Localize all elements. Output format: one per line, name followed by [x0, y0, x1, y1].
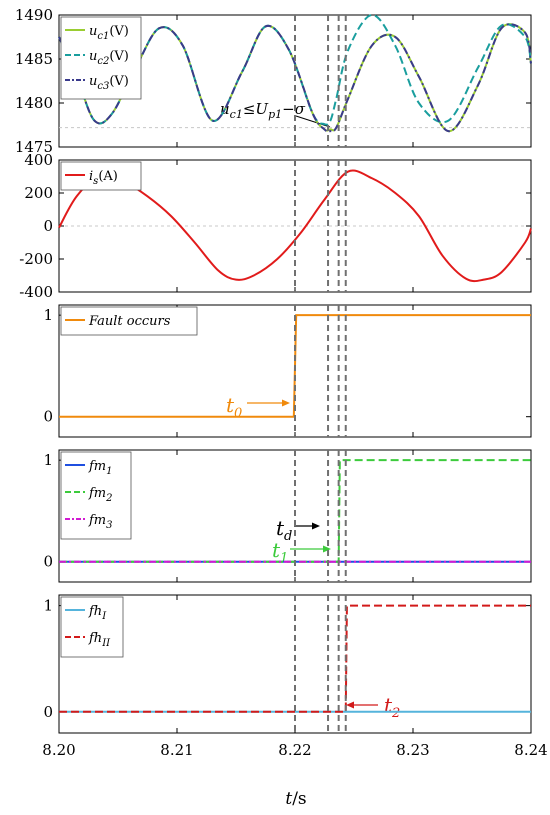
- xtick-label-2: 8.22: [278, 741, 311, 759]
- t2-arrowhead: [346, 701, 354, 709]
- xtick-label-1: 8.21: [160, 741, 193, 759]
- panel-3-ytick-label-0: 0: [43, 408, 53, 426]
- panel-1-ytick-label-2: 1485: [15, 50, 53, 68]
- t0-label: t0: [226, 393, 242, 421]
- panel-1-ytick-label-3: 1490: [15, 6, 53, 24]
- td-label: td: [276, 516, 292, 544]
- panel-2-legend-label-1: is(A): [89, 169, 118, 187]
- panel-2-ytick-label-2: 0: [43, 217, 53, 235]
- panel-1-ytick-label-0: 1475: [15, 138, 53, 156]
- t2-label: t2: [384, 693, 400, 721]
- t1-arrowhead: [323, 545, 331, 553]
- panel-5-legend-box: [60, 596, 124, 658]
- xtick-label-0: 8.20: [42, 741, 75, 759]
- panel-4-legend-label-2: fm2: [88, 486, 113, 504]
- panel-2-ytick-label-0: -400: [19, 283, 53, 301]
- panel-2-series-1-line: [58, 169, 532, 283]
- panel-3-ytick-label-1: 1: [43, 306, 53, 324]
- panel-4-ytick-label-1: 1: [43, 451, 53, 469]
- panel-4-ytick-label-0: 0: [43, 553, 53, 571]
- panel-3-legend-label-1: Fault occurs: [88, 314, 171, 329]
- panel-4-legend-label-1: fm1: [88, 459, 113, 477]
- panel-1-annotation: uc1≤Up1−σ: [220, 100, 306, 121]
- panel-1-legend-label-1: uc1(V): [89, 24, 129, 42]
- panel-1-series-2-line: [58, 14, 532, 126]
- panel-2-ytick-label-3: 200: [24, 184, 53, 202]
- panel-1-legend-label-3: uc3(V): [89, 74, 129, 92]
- panel-4-legend-label-3: fm3: [88, 513, 113, 531]
- panel-4-legend-box: [60, 451, 132, 540]
- panel-2-ytick-label-1: -200: [19, 250, 53, 268]
- panel-1-series-3-line: [58, 23, 532, 133]
- panel-1-legend-label-2: uc2(V): [89, 49, 129, 67]
- panel-5-legend-label-2: fhII: [88, 631, 111, 649]
- panel-5-ytick-label-0: 0: [43, 703, 53, 721]
- panel-1-annotation-arrow: [295, 115, 331, 128]
- panel-5-ytick-label-1: 1: [43, 597, 53, 615]
- xtick-label-4: 8.24: [514, 741, 547, 759]
- t0-arrowhead: [282, 399, 290, 407]
- panel-2-ytick-label-4: 400: [24, 151, 53, 169]
- xtick-label-3: 8.23: [396, 741, 429, 759]
- panel-1-ytick-label-1: 1480: [15, 94, 53, 112]
- panel-5-legend-label-1: fhI: [88, 604, 107, 622]
- td-arrowhead: [312, 522, 320, 530]
- x-axis-label: t/s: [285, 789, 306, 809]
- t1-label: t1: [272, 538, 288, 566]
